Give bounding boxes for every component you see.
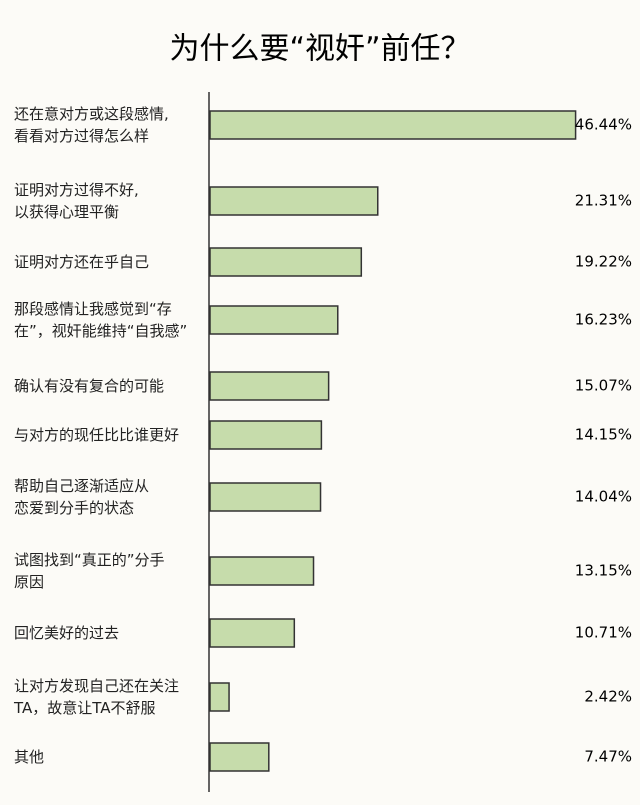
- value-label: 19.22%: [575, 253, 632, 271]
- value-label: 10.71%: [575, 624, 632, 642]
- category-label: 回忆美好的过去: [14, 624, 120, 642]
- value-label: 21.31%: [575, 192, 632, 210]
- category-label: 证明对方过得不好, 以获得心理平衡: [14, 181, 139, 221]
- category-label: 证明对方还在乎自己: [14, 253, 150, 271]
- category-label: 帮助自己逐渐适应从 恋爱到分手的状态: [14, 477, 150, 517]
- bar: [209, 420, 323, 450]
- value-label: 7.47%: [584, 748, 632, 766]
- category-label: 其他: [14, 748, 45, 766]
- bar: [209, 305, 339, 335]
- category-label: 确认有没有复合的可能: [14, 377, 165, 395]
- value-label: 13.15%: [575, 562, 632, 580]
- bar: [209, 618, 296, 648]
- bar: [209, 556, 315, 586]
- value-label: 15.07%: [575, 377, 632, 395]
- category-label: 让对方发现自己还在关注 TA，故意让TA不舒服: [14, 677, 180, 717]
- bar: [209, 110, 577, 140]
- value-label: 2.42%: [584, 688, 632, 706]
- category-label: 那段感情让我感觉到“存 在”，视奸能维持“自我感”: [14, 300, 188, 340]
- value-label: 14.04%: [575, 488, 632, 506]
- bar: [209, 482, 322, 512]
- category-label: 还在意对方或这段感情, 看看对方过得怎么样: [14, 105, 169, 145]
- bar: [209, 247, 363, 277]
- bar: [209, 742, 270, 772]
- bar: [209, 682, 230, 712]
- value-label: 14.15%: [575, 426, 632, 444]
- category-label: 试图找到“真正的”分手 原因: [14, 551, 165, 591]
- value-label: 46.44%: [575, 116, 632, 134]
- value-label: 16.23%: [575, 311, 632, 329]
- category-label: 与对方的现任比比谁更好: [14, 426, 180, 444]
- chart-title: 为什么要“视奸”前任？: [169, 32, 470, 67]
- bar: [209, 186, 379, 216]
- bar: [209, 371, 330, 401]
